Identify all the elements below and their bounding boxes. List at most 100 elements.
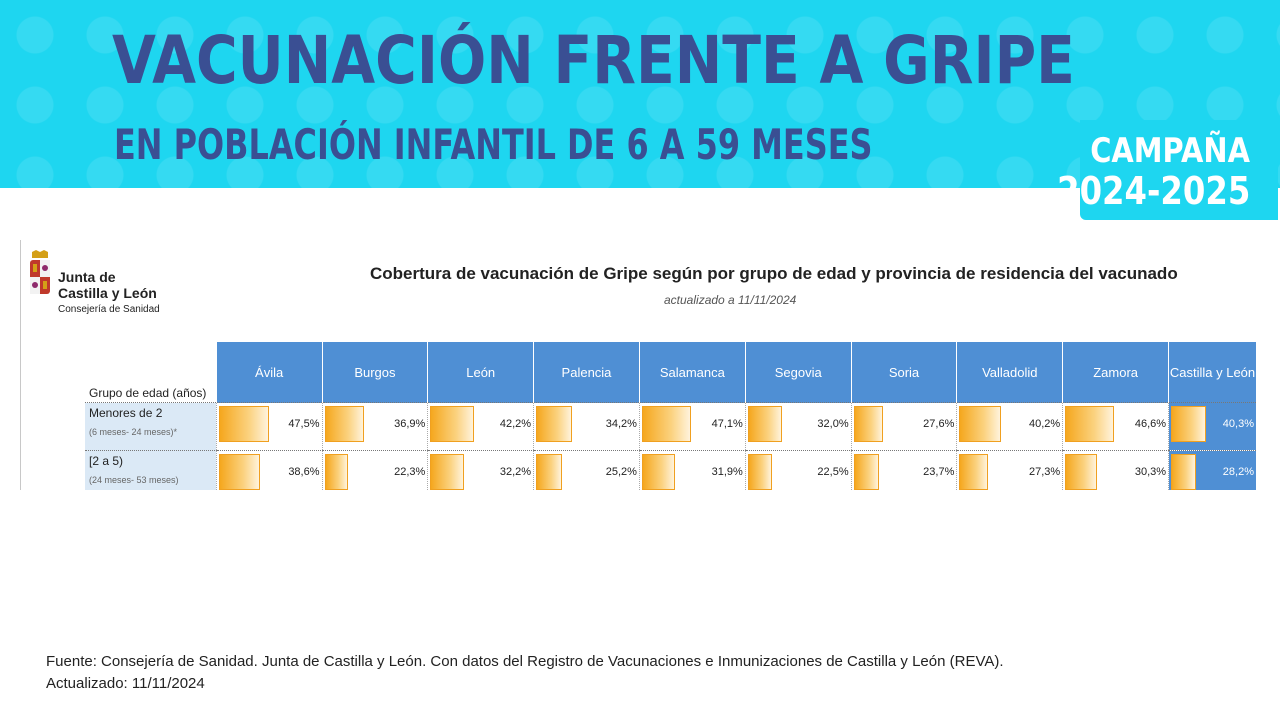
logo-line3: Consejería de Sanidad xyxy=(58,304,160,315)
campaign-label: CAMPAÑA xyxy=(1090,131,1250,171)
age-group-cell: Menores de 2 (6 meses- 24 meses)* xyxy=(85,402,217,451)
banner-title: VACUNACIÓN FRENTE A GRIPE xyxy=(112,22,1075,99)
coverage-cell: 40,3% xyxy=(1168,402,1256,451)
coverage-value: 30,3% xyxy=(1134,466,1167,478)
coverage-bar xyxy=(324,454,348,490)
coverage-cell: 36,9% xyxy=(321,402,428,451)
table-header-row: Grupo de edad (años) Ávila Burgos León P… xyxy=(85,342,1256,403)
coverage-value: 31,9% xyxy=(711,466,743,478)
coverage-bar xyxy=(641,454,675,490)
age-group-label: Menores de 2 xyxy=(89,406,163,420)
coverage-cell: 42,2% xyxy=(427,402,534,451)
coverage-bar xyxy=(430,454,465,490)
coverage-cell: 27,6% xyxy=(850,402,957,451)
table-row: [2 a 5) (24 meses- 53 meses) 38,6% 22,3% 32,… xyxy=(85,450,1256,490)
coverage-value: 27,6% xyxy=(923,418,955,430)
coverage-bar xyxy=(536,406,573,442)
coverage-cell: 32,2% xyxy=(427,450,534,490)
coverage-cell: 47,1% xyxy=(638,402,746,451)
col-header: León xyxy=(427,342,534,403)
report-updated: actualizado a 11/11/2024 xyxy=(664,293,797,307)
logo-line2: Castilla y León xyxy=(58,285,157,301)
footer-updated: Actualizado: 11/11/2024 xyxy=(46,675,205,692)
coverage-cell: 28,2% xyxy=(1168,450,1256,490)
col-header: Valladolid xyxy=(956,342,1063,403)
col-header: Salamanca xyxy=(638,342,746,403)
coverage-bar xyxy=(218,454,260,490)
coverage-value: 22,5% xyxy=(817,466,849,478)
coverage-bar xyxy=(853,406,883,442)
coverage-value: 32,2% xyxy=(499,466,532,478)
coverage-bar xyxy=(218,406,269,442)
coverage-value: 27,3% xyxy=(1029,466,1061,478)
header-banner: VACUNACIÓN FRENTE A GRIPE EN POBLACIÓN I… xyxy=(0,0,1280,188)
coverage-cell: 34,2% xyxy=(533,402,640,451)
col-header: Zamora xyxy=(1062,342,1169,403)
coverage-value: 47,1% xyxy=(711,418,743,430)
col-header: Palencia xyxy=(533,342,640,403)
col-header: Soria xyxy=(850,342,957,403)
age-group-label: [2 a 5) xyxy=(89,454,124,468)
coverage-value: 25,2% xyxy=(605,466,637,478)
age-group-header: Grupo de edad (años) xyxy=(85,342,217,403)
coverage-cell: 25,2% xyxy=(533,450,640,490)
coverage-value: 46,6% xyxy=(1134,418,1167,430)
logo-line1: Junta de xyxy=(58,269,116,285)
coverage-cell: 40,2% xyxy=(956,402,1063,451)
campaign-badge: CAMPAÑA 2024-2025 xyxy=(1057,120,1278,220)
coverage-bar xyxy=(959,454,989,490)
coverage-bar xyxy=(536,454,563,490)
coverage-report: Junta de Castilla y León Consejería de S… xyxy=(20,240,1256,490)
coverage-cell: 27,3% xyxy=(956,450,1063,490)
coverage-bar xyxy=(324,406,364,442)
coverage-value: 40,3% xyxy=(1222,418,1254,430)
coverage-value: 28,2% xyxy=(1222,466,1254,478)
coverage-bar xyxy=(1171,454,1197,490)
source-footer: Fuente: Consejería de Sanidad. Junta de … xyxy=(46,651,1004,695)
coverage-value: 23,7% xyxy=(923,466,955,478)
coverage-value: 47,5% xyxy=(288,418,320,430)
junta-logo: Junta de Castilla y León Consejería de S… xyxy=(26,246,160,326)
coverage-cell: 46,6% xyxy=(1062,402,1169,451)
coverage-bar xyxy=(853,454,879,490)
coverage-table: Grupo de edad (años) Ávila Burgos León P… xyxy=(85,342,1256,490)
col-header: Segovia xyxy=(744,342,852,403)
age-group-sublabel: (6 meses- 24 meses)* xyxy=(89,427,178,437)
col-header: Burgos xyxy=(321,342,428,403)
source-text: Fuente: Consejería de Sanidad. Junta de … xyxy=(46,653,1004,670)
coverage-bar xyxy=(1065,406,1115,442)
coverage-value: 36,9% xyxy=(394,418,426,430)
report-title: Cobertura de vacunación de Gripe según p… xyxy=(370,264,1178,283)
col-header-total: Castilla y León xyxy=(1168,342,1256,403)
banner-subtitle: EN POBLACIÓN INFANTIL DE 6 A 59 MESES xyxy=(114,120,873,169)
coverage-value: 32,0% xyxy=(817,418,849,430)
coverage-bar xyxy=(430,406,475,442)
coverage-cell: 32,0% xyxy=(744,402,852,451)
coverage-bar xyxy=(959,406,1002,442)
coverage-bar xyxy=(1171,406,1207,442)
coverage-bar xyxy=(641,406,691,442)
panel-border xyxy=(20,240,21,490)
age-group-sublabel: (24 meses- 53 meses) xyxy=(89,475,179,485)
coverage-cell: 31,9% xyxy=(638,450,746,490)
campaign-years: 2024-2025 xyxy=(1056,169,1250,213)
coat-of-arms-icon xyxy=(30,250,50,294)
coverage-value: 22,3% xyxy=(394,466,426,478)
coverage-cell: 23,7% xyxy=(850,450,957,490)
coverage-value: 34,2% xyxy=(605,418,637,430)
coverage-cell: 22,5% xyxy=(744,450,852,490)
banner-pattern xyxy=(0,0,1280,188)
coverage-cell: 22,3% xyxy=(321,450,428,490)
coverage-value: 42,2% xyxy=(499,418,532,430)
table-row: Menores de 2 (6 meses- 24 meses)* 47,5% 36,… xyxy=(85,402,1256,451)
age-group-cell: [2 a 5) (24 meses- 53 meses) xyxy=(85,450,217,490)
coverage-value: 40,2% xyxy=(1029,418,1061,430)
coverage-value: 38,6% xyxy=(288,466,320,478)
coverage-cell: 30,3% xyxy=(1062,450,1169,490)
col-header: Ávila xyxy=(215,342,323,403)
coverage-bar xyxy=(747,406,782,442)
coverage-bar xyxy=(747,454,772,490)
coverage-bar xyxy=(1065,454,1098,490)
coverage-cell: 38,6% xyxy=(215,450,323,490)
coverage-cell: 47,5% xyxy=(215,402,323,451)
